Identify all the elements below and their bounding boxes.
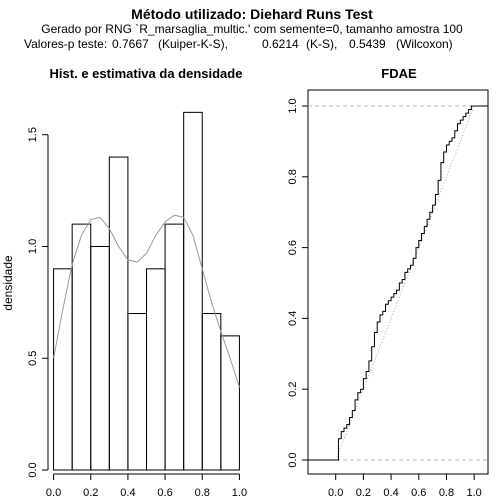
histogram-x-tick-label: 0.4	[120, 487, 135, 499]
histogram-y-tick-label: 0.5	[27, 351, 39, 366]
histogram-y-tick-label: 0.0	[27, 462, 39, 477]
histogram-y-tick-label: 1.5	[27, 127, 39, 142]
histogram-bars	[53, 111, 240, 471]
histogram-axes: 0.0 0.2 0.4 0.6 0.8 1.0 0.0 0.5 1.0 1.5	[27, 127, 247, 499]
histogram-bar	[53, 268, 73, 471]
histogram-x-tick-label: 0.8	[195, 487, 210, 499]
histogram-bar	[71, 223, 92, 471]
ecdf-reference-lines	[308, 105, 488, 461]
histogram-bar	[108, 156, 129, 471]
pvalue-wilcoxon: 0.5439	[349, 37, 386, 51]
pvalue-ks-test: (K-S),	[306, 37, 338, 51]
ecdf-x-tick-label: 0.0	[328, 487, 343, 499]
pvalue-kuiper: 0.7667	[112, 37, 149, 51]
pvalue-wilcoxon-test: (Wilcoxon)	[396, 37, 453, 51]
ecdf-y-tick-label: 0.0	[287, 452, 299, 467]
histogram-x-tick-label: 0.2	[83, 487, 98, 499]
histogram-bar	[90, 245, 110, 471]
histogram-bar	[220, 335, 240, 471]
histogram-bar	[183, 111, 203, 471]
page-title: Método utilizado: Diehard Runs Test	[131, 6, 373, 22]
histogram-y-tick-label: 1.0	[27, 239, 39, 254]
uniform-cdf-line	[335, 105, 475, 461]
ecdf-title: FDAE	[381, 66, 417, 81]
histogram-panel: Hist. e estimativa da densidade densidad…	[1, 66, 247, 499]
subtitle: Gerado por RNG `R_marsaglia_multic.' com…	[41, 22, 463, 36]
ecdf-x-tick-label: 0.2	[356, 487, 371, 499]
ecdf-x-tick-label: 0.8	[439, 487, 454, 499]
density-curve	[53, 214, 240, 388]
pvalue-kuiper-test: (Kuiper-K-S),	[158, 37, 229, 51]
histogram-bar	[164, 223, 185, 471]
histogram-bar	[127, 313, 147, 471]
ecdf-y-tick-label: 1.0	[287, 98, 299, 113]
histogram-x-tick-label: 0.0	[46, 487, 61, 499]
histogram-bar	[146, 268, 166, 471]
ecdf-y-tick-label: 0.4	[287, 311, 299, 326]
ecdf-axes: 0.0 0.2 0.4 0.6 0.8 1.0 0.0 0.2 0.4 0.6 0.8 1.0	[287, 98, 482, 499]
pvalue-ks: 0.6214	[262, 37, 299, 51]
histogram-bar	[201, 313, 222, 471]
ecdf-y-tick-label: 0.2	[287, 382, 299, 397]
ecdf-step-line	[308, 105, 488, 461]
ecdf-x-tick-label: 0.6	[411, 487, 426, 499]
ecdf-x-tick-label: 1.0	[467, 487, 482, 499]
histogram-title: Hist. e estimativa da densidade	[50, 66, 243, 81]
histogram-ylabel: densidade	[1, 255, 15, 311]
ecdf-panel: FDAE 0.0 0.2 0.4 0.6 0.8 1.0 0.0 0.2 0.4 0.6 0.8 1.…	[287, 66, 489, 499]
ecdf-y-tick-label: 0.6	[287, 240, 299, 255]
pvalues-label: Valores-p teste:	[24, 37, 108, 51]
ecdf-frame	[307, 89, 489, 475]
ecdf-x-tick-label: 0.4	[383, 487, 398, 499]
ecdf-y-tick-label: 0.8	[287, 169, 299, 184]
histogram-x-tick-label: 1.0	[232, 487, 247, 499]
histogram-x-tick-label: 0.6	[157, 487, 172, 499]
